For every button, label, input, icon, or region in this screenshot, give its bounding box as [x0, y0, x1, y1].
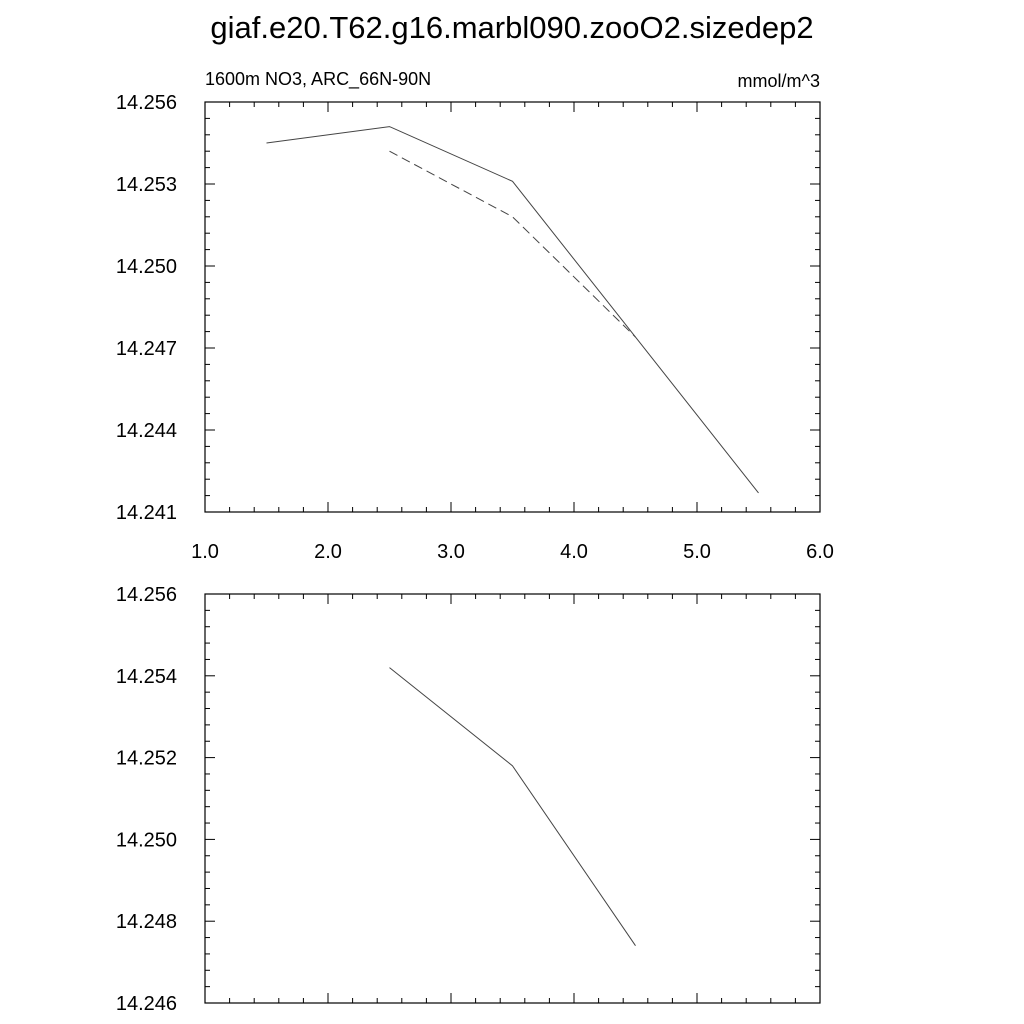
x-tick-label: 1.0	[191, 541, 219, 563]
plot-frame	[204, 593, 821, 1004]
x-tick-label: 4.0	[560, 541, 588, 563]
y-tick-label: 14.247	[116, 338, 177, 360]
plot-frame	[204, 101, 821, 513]
y-tick-label: 14.252	[116, 748, 177, 770]
panel-left-label: 1600m NO3, ARC_66N-90N	[205, 69, 431, 90]
bottom-panel: 14.246 14.248 14.250 14.252 14.254 14.256	[116, 584, 821, 1015]
y-tick-label: 14.241	[116, 502, 177, 524]
y-tick-label: 14.254	[116, 666, 177, 688]
series-line-solid	[266, 126, 759, 494]
x-tick-label: 2.0	[314, 541, 342, 563]
y-tick-label: 14.244	[116, 420, 177, 442]
series-line-dashed	[389, 150, 636, 338]
y-tick-label: 14.253	[116, 174, 177, 196]
top-panel: 14.241 14.244 14.247 14.250 14.253 14.256 1.0 2…	[116, 69, 834, 563]
y-tick-label: 14.248	[116, 911, 177, 933]
chart-title: giaf.e20.T62.g16.marbl090.zooO2.sizedep2	[210, 10, 814, 45]
tick-marks	[204, 101, 821, 513]
series-line-solid	[389, 667, 636, 946]
tick-marks	[204, 593, 821, 1004]
y-tick-label: 14.250	[116, 829, 177, 851]
y-tick-label: 14.256	[116, 584, 177, 606]
x-tick-label: 5.0	[683, 541, 711, 563]
x-tick-label: 6.0	[806, 541, 834, 563]
y-tick-label: 14.246	[116, 993, 177, 1015]
y-tick-label: 14.250	[116, 256, 177, 278]
units-label: mmol/m^3	[738, 71, 820, 91]
y-tick-label: 14.256	[116, 92, 177, 114]
x-tick-label: 3.0	[437, 541, 465, 563]
